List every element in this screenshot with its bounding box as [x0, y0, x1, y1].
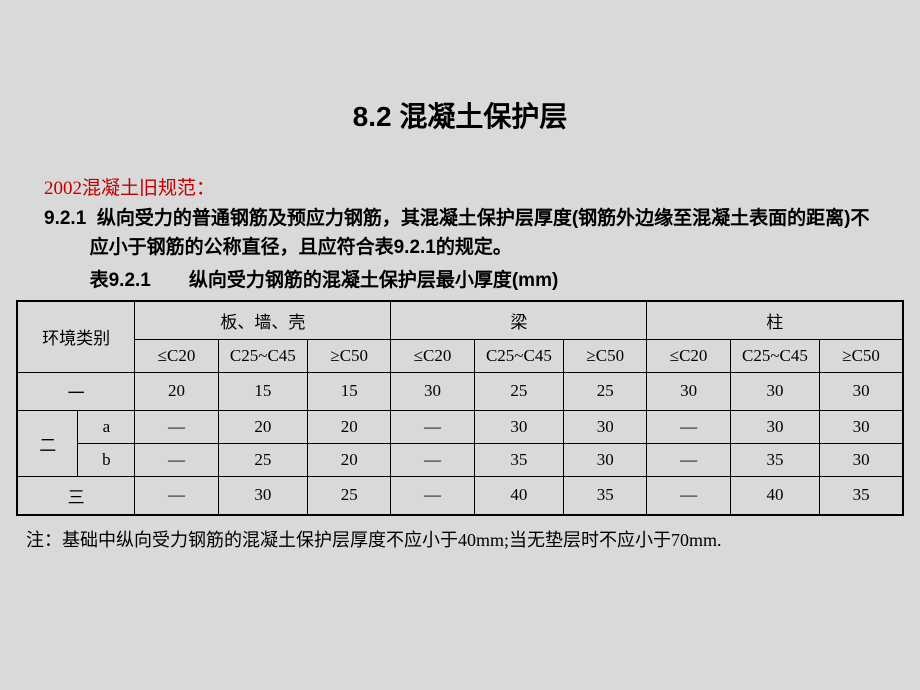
cell: — [391, 410, 474, 443]
cell: — [647, 476, 730, 515]
clause-text: 纵向受力的普通钢筋及预应力钢筋，其混凝土保护层厚度(钢筋外边缘至混凝土表面的距离… [90, 208, 870, 258]
cell: — [135, 443, 218, 476]
th-sub: ≥C50 [820, 339, 903, 372]
cell: 15 [218, 372, 307, 410]
th-group-1: 梁 [391, 301, 647, 340]
table-row: b — 25 20 — 35 30 — 35 30 [17, 443, 903, 476]
cell: 30 [730, 410, 819, 443]
table-header-row-1: 环境类别 板、墙、壳 梁 柱 [17, 301, 903, 340]
clause-number: 9.2.1 [44, 208, 86, 229]
cell: 30 [474, 410, 563, 443]
cell-env-sub: a [78, 410, 135, 443]
cell: 20 [308, 410, 391, 443]
th-sub: C25~C45 [218, 339, 307, 372]
th-sub: ≤C20 [647, 339, 730, 372]
cell-env: 三 [17, 476, 135, 515]
cell: 25 [564, 372, 647, 410]
th-sub: ≥C50 [564, 339, 647, 372]
th-env: 环境类别 [17, 301, 135, 373]
th-group-0: 板、墙、壳 [135, 301, 391, 340]
table-wrap: 环境类别 板、墙、壳 梁 柱 ≤C20 C25~C45 ≥C50 ≤C20 C2… [0, 300, 920, 516]
body-block: 2002混凝土旧规范： 9.2.1 纵向受力的普通钢筋及预应力钢筋，其混凝土保护… [0, 173, 920, 292]
cell: 25 [308, 476, 391, 515]
cell: 35 [730, 443, 819, 476]
cell: 30 [564, 410, 647, 443]
cell-env: 一 [17, 372, 135, 410]
cell: 20 [135, 372, 218, 410]
cell: — [647, 443, 730, 476]
cell: 35 [564, 476, 647, 515]
th-sub: ≤C20 [391, 339, 474, 372]
cell: 20 [308, 443, 391, 476]
cell-env-sub: b [78, 443, 135, 476]
table-row: 二 a — 20 20 — 30 30 — 30 30 [17, 410, 903, 443]
cell: 25 [218, 443, 307, 476]
cell: 30 [820, 410, 903, 443]
table-footnote: 注：基础中纵向受力钢筋的混凝土保护层厚度不应小于40mm;当无垫层时不应小于70… [0, 516, 920, 552]
cell: 30 [730, 372, 819, 410]
cell: 20 [218, 410, 307, 443]
cover-thickness-table: 环境类别 板、墙、壳 梁 柱 ≤C20 C25~C45 ≥C50 ≤C20 C2… [16, 300, 904, 516]
cell: 25 [474, 372, 563, 410]
cell: 30 [647, 372, 730, 410]
cell: — [135, 410, 218, 443]
cell: 30 [820, 443, 903, 476]
cell: 30 [564, 443, 647, 476]
cell: — [391, 476, 474, 515]
spec-year-line: 2002混凝土旧规范： [44, 173, 876, 200]
table-row: 一 20 15 15 30 25 25 30 30 30 [17, 372, 903, 410]
cell: 30 [218, 476, 307, 515]
cell-env: 二 [17, 410, 78, 476]
cell: — [647, 410, 730, 443]
th-sub: ≥C50 [308, 339, 391, 372]
cell: 40 [730, 476, 819, 515]
th-sub: C25~C45 [474, 339, 563, 372]
table-caption: 表9.2.1 纵向受力钢筋的混凝土保护层最小厚度(mm) [44, 265, 876, 292]
clause-9-2-1: 9.2.1 纵向受力的普通钢筋及预应力钢筋，其混凝土保护层厚度(钢筋外边缘至混凝… [44, 204, 876, 263]
slide-title: 8.2 混凝土保护层 [0, 0, 920, 173]
cell: 30 [820, 372, 903, 410]
cell: 35 [820, 476, 903, 515]
table-row: 三 — 30 25 — 40 35 — 40 35 [17, 476, 903, 515]
th-sub: C25~C45 [730, 339, 819, 372]
cell: 30 [391, 372, 474, 410]
cell: — [391, 443, 474, 476]
th-sub: ≤C20 [135, 339, 218, 372]
cell: 35 [474, 443, 563, 476]
cell: 15 [308, 372, 391, 410]
table-header-row-2: ≤C20 C25~C45 ≥C50 ≤C20 C25~C45 ≥C50 ≤C20… [17, 339, 903, 372]
th-group-2: 柱 [647, 301, 903, 340]
cell: — [135, 476, 218, 515]
cell: 40 [474, 476, 563, 515]
slide: 8.2 混凝土保护层 2002混凝土旧规范： 9.2.1 纵向受力的普通钢筋及预… [0, 0, 920, 690]
